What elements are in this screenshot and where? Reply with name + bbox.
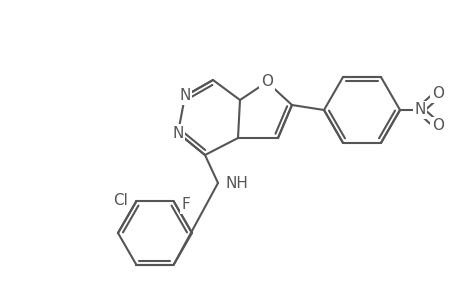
Text: N: N: [414, 103, 425, 118]
Text: O: O: [431, 86, 443, 101]
Text: Cl: Cl: [113, 194, 128, 208]
Text: F: F: [181, 197, 190, 212]
Text: N: N: [172, 125, 183, 140]
Text: O: O: [431, 118, 443, 134]
Text: NH: NH: [225, 176, 248, 190]
Text: N: N: [179, 88, 190, 104]
Text: O: O: [260, 74, 272, 89]
